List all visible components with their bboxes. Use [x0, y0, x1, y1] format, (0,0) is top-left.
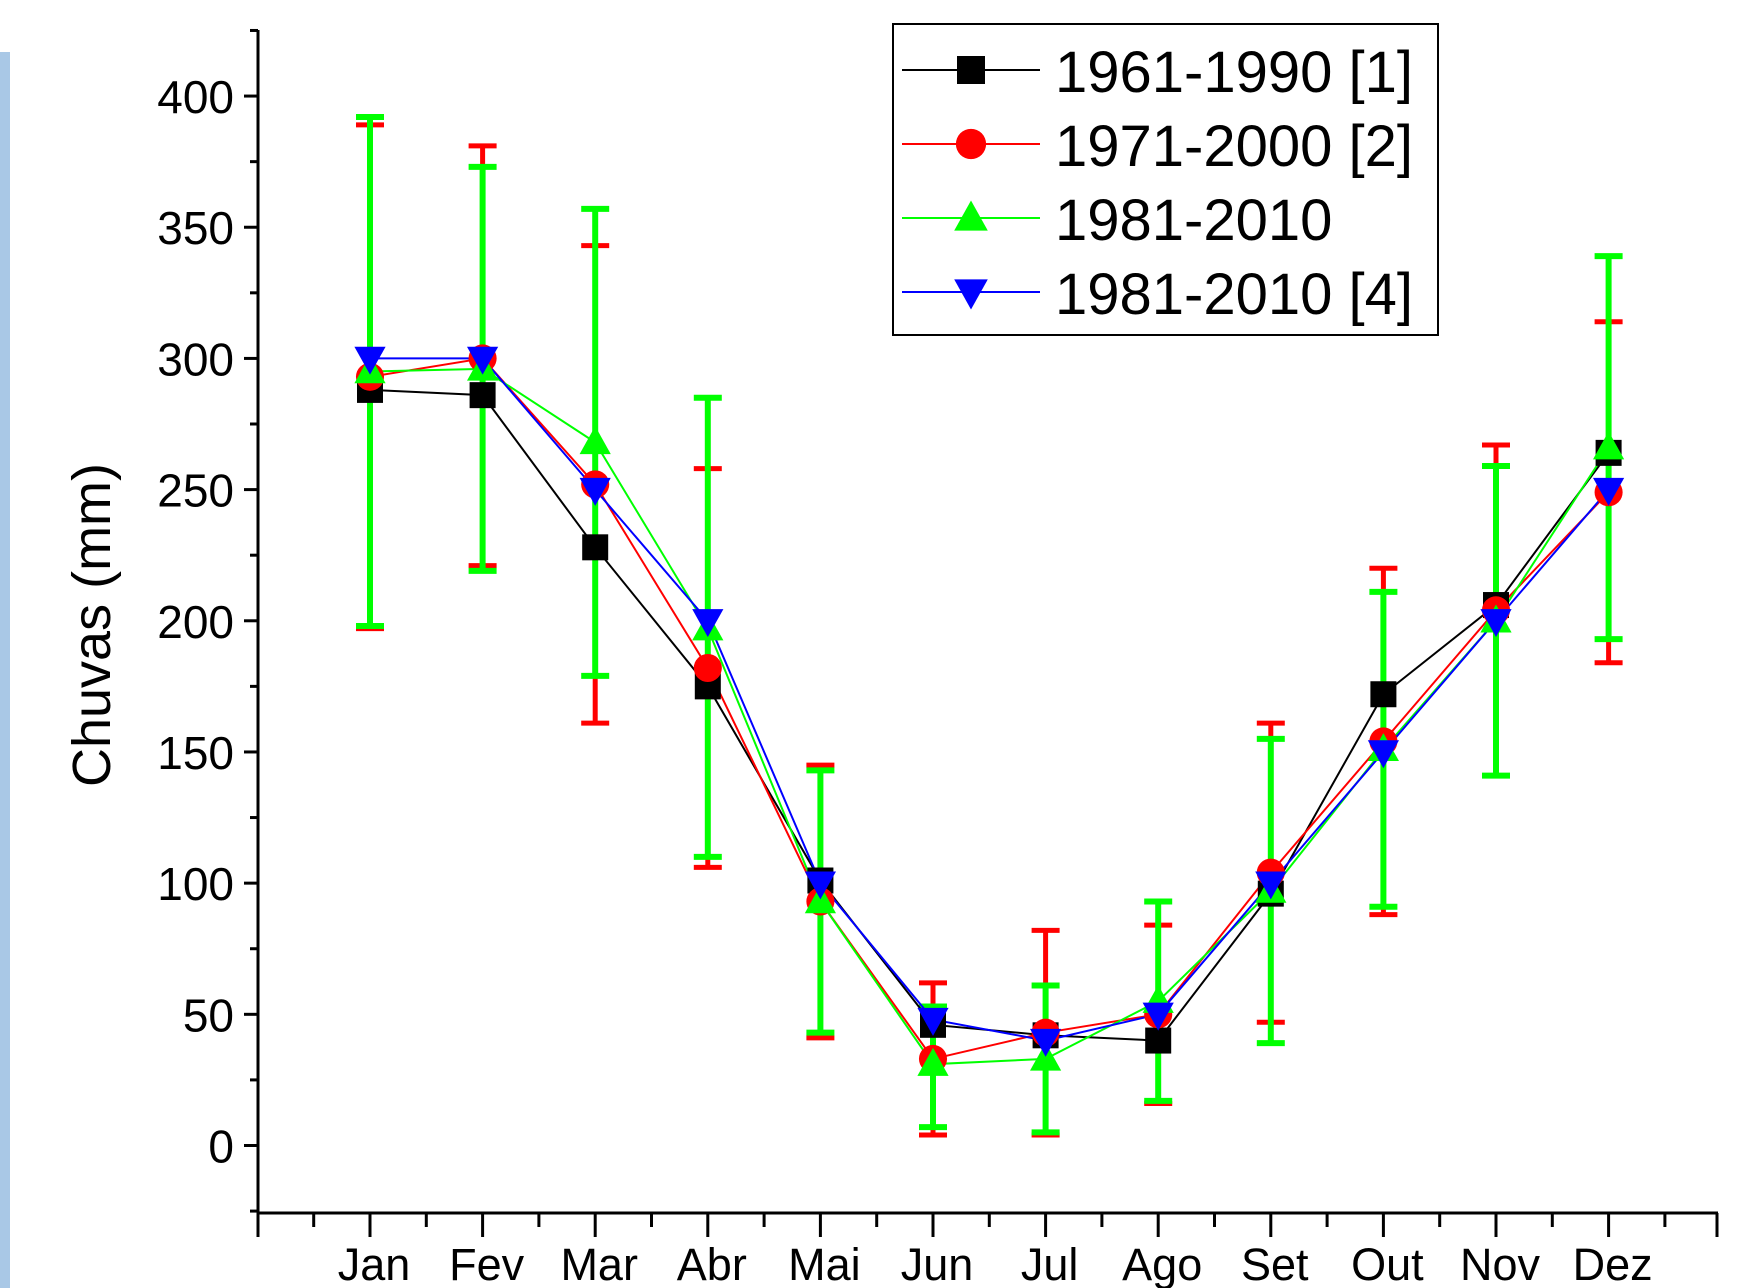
x-tick-label: Ago — [1122, 1239, 1202, 1288]
data-point — [1593, 431, 1625, 460]
x-tick-label: Jan — [338, 1239, 411, 1288]
x-tick-label: Out — [1351, 1239, 1424, 1288]
y-axis-label: Chuvas (mm) — [62, 463, 122, 787]
legend-label: 1961-1990 [1] — [1055, 40, 1413, 105]
x-tick-label: Mai — [788, 1239, 861, 1288]
legend-label: 1971-2000 [2] — [1055, 114, 1413, 179]
x-tick-label: Abr — [677, 1239, 747, 1288]
data-point — [469, 382, 496, 409]
x-tick-label: Fev — [449, 1239, 525, 1288]
y-tick-label: 400 — [157, 71, 234, 123]
data-point — [1367, 740, 1399, 769]
x-tick-label: Dez — [1573, 1239, 1653, 1288]
data-point — [804, 871, 836, 900]
data-point — [1145, 1027, 1172, 1054]
y-tick-label: 50 — [183, 989, 234, 1041]
y-tick-label: 150 — [157, 727, 234, 779]
data-point — [1593, 477, 1625, 506]
x-tick-label: Jun — [901, 1239, 974, 1288]
data-point — [1255, 871, 1287, 900]
legend-label: 1981-2010 — [1055, 188, 1332, 253]
y-tick-label: 100 — [157, 858, 234, 910]
y-tick-label: 300 — [157, 333, 234, 385]
data-point — [917, 1007, 949, 1036]
data-point — [954, 200, 988, 231]
series-line — [370, 357, 1610, 1042]
data-point — [354, 346, 386, 375]
axes: 0 50 100 150 200 250 300 350 400 Jan Fev Mar Abr Mai J… — [157, 28, 1719, 1288]
series-line — [369, 388, 1610, 1042]
data-point — [579, 426, 611, 455]
data-point — [692, 609, 724, 638]
x-tick-label: Jul — [1021, 1239, 1079, 1288]
legend: 1961-1990 [1] 1971-2000 [2] 1981-2010 1981-… — [892, 23, 1439, 336]
y-tick-label: 350 — [157, 202, 234, 254]
data-point — [1370, 681, 1397, 708]
x-tick-label: Mar — [560, 1239, 638, 1288]
series-markers — [354, 344, 1625, 1076]
data-point — [917, 1047, 949, 1076]
data-point — [955, 128, 987, 160]
x-tick-label: Set — [1241, 1239, 1309, 1288]
data-point — [1480, 609, 1512, 638]
y-tick-label: 250 — [157, 465, 234, 517]
data-point — [579, 477, 611, 506]
y-tick-label: 0 — [208, 1121, 234, 1173]
data-point — [954, 279, 988, 310]
x-tick-label: Nov — [1460, 1239, 1541, 1288]
data-point — [467, 346, 499, 375]
series-lines — [369, 357, 1610, 1066]
data-point — [1142, 1002, 1174, 1031]
y-tick-label: 200 — [157, 596, 234, 648]
legend-label: 1981-2010 [4] — [1055, 262, 1413, 327]
data-point — [693, 653, 722, 683]
series-line — [369, 357, 1610, 1061]
series-line — [369, 367, 1610, 1066]
data-point — [957, 56, 985, 84]
page-edge-bar — [0, 52, 10, 1288]
data-point — [582, 534, 609, 561]
data-point — [1030, 1028, 1062, 1057]
